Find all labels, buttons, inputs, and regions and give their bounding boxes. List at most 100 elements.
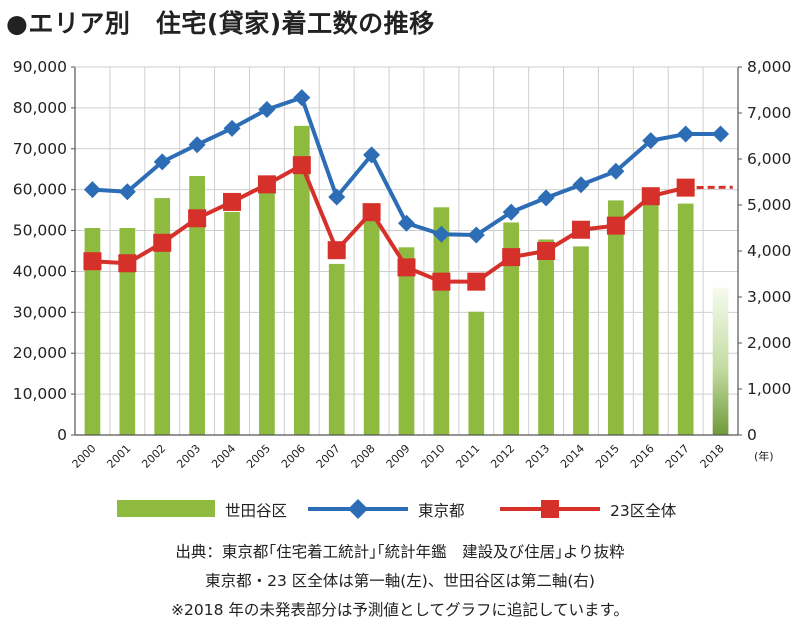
marker-diamond (607, 162, 625, 180)
legend-swatch-line-square (500, 500, 600, 518)
x-tick-label: 2011 (453, 442, 482, 471)
left-tick-label: 40,000 (13, 262, 67, 280)
marker-square (83, 252, 102, 271)
marker-diamond (398, 214, 415, 232)
bar-setagaya (538, 239, 554, 435)
marker-diamond (153, 153, 171, 171)
marker-diamond (363, 146, 381, 164)
legend-item-23ku: 23区全体 (500, 494, 700, 524)
marker-diamond (188, 136, 206, 154)
bar-setagaya (503, 222, 520, 435)
marker-square (641, 187, 660, 206)
left-tick-label: 10,000 (13, 385, 67, 403)
x-tick-label: 2009 (384, 442, 413, 471)
chart-title: ●エリア別 住宅(貸家)着工数の推移 (6, 9, 435, 38)
left-tick-label: 90,000 (13, 58, 67, 76)
marker-diamond (467, 226, 485, 244)
marker-diamond (502, 203, 520, 221)
right-tick-label: 0 (747, 426, 757, 444)
note-source: 出典：東京都｢住宅着工統計｣｢統計年鑑 建設及び住居｣より抜粋 (175, 543, 625, 561)
marker-diamond (537, 189, 555, 207)
marker-square (467, 272, 486, 291)
bar-setagaya (433, 207, 450, 435)
left-tick-label: 80,000 (13, 99, 67, 117)
x-tick-label: 2016 (628, 442, 657, 471)
marker-square (118, 254, 137, 273)
left-tick-label: 20,000 (13, 344, 67, 362)
marker-diamond (83, 181, 101, 199)
bar-setagaya (328, 263, 345, 435)
bar-setagaya (119, 228, 136, 435)
marker-square (676, 178, 695, 197)
x-unit-label: (年) (754, 449, 774, 463)
marker-diamond (328, 188, 346, 206)
note-forecast: ※2018 年の未発表部分は予測値としてグラフに追記しています。 (171, 601, 629, 619)
marker-diamond (258, 101, 276, 119)
left-tick-label: 30,000 (13, 303, 67, 321)
legend-label-23ku: 23区全体 (610, 502, 677, 520)
x-tick-label: 2007 (314, 442, 343, 471)
bar-setagaya (468, 311, 485, 435)
left-tick-label: 0 (57, 426, 67, 444)
marker-diamond (118, 183, 136, 201)
x-tick-label: 2003 (174, 442, 203, 471)
legend-label-setagaya: 世田谷区 (225, 502, 288, 520)
bar-setagaya (573, 246, 589, 435)
bar-setagaya (189, 176, 205, 435)
marker-diamond (223, 119, 241, 137)
right-tick-label: 2,000 (747, 334, 791, 352)
marker-square (362, 203, 381, 222)
marker-square (327, 241, 346, 260)
marker-square (257, 175, 276, 194)
x-tick-label: 2015 (593, 442, 622, 471)
marker-square (397, 258, 416, 277)
left-tick-label: 50,000 (13, 222, 67, 240)
bar-setagaya (154, 198, 171, 435)
bar-setagaya (293, 125, 310, 435)
lines (83, 89, 733, 291)
marker-diamond (572, 176, 590, 194)
x-tick-label: 2000 (70, 442, 99, 471)
marker-diamond (642, 132, 660, 150)
x-tick-label: 2013 (523, 442, 552, 471)
x-tick-label: 2002 (139, 442, 168, 471)
marker-square (502, 248, 521, 267)
right-tick-label: 8,000 (747, 58, 791, 76)
left-tick-label: 60,000 (13, 181, 67, 199)
marker-diamond (432, 225, 450, 243)
bar-setagaya (642, 198, 659, 435)
x-tick-label: 2014 (558, 442, 587, 471)
legend-swatch-line-diamond (308, 499, 408, 519)
x-tick-label: 2017 (663, 442, 692, 471)
notes: 出典：東京都｢住宅着工統計｣｢統計年鑑 建設及び住居｣より抜粋 東京都・23 区… (0, 538, 800, 625)
marker-square (153, 233, 172, 252)
marker-square (606, 216, 625, 235)
bar-setagaya (398, 247, 415, 435)
bar-setagaya (363, 216, 380, 435)
marker-square (292, 156, 311, 175)
x-tick-label: 2001 (104, 442, 133, 471)
marker-square (537, 242, 556, 260)
bar-setagaya-forecast (712, 287, 729, 435)
legend-swatch-bar (117, 500, 215, 517)
legend-item-setagaya: 世田谷区 (117, 494, 307, 524)
right-tick-label: 3,000 (747, 288, 791, 306)
x-tick-label: 2018 (698, 442, 727, 471)
bar-setagaya (84, 228, 101, 435)
chart-area: 0 10,000 20,000 30,000 40,000 50,000 60,000 70,… (13, 58, 792, 471)
note-axes: 東京都・23 区全体は第一軸(左)、世田谷区は第二軸(右) (205, 572, 595, 590)
x-tick-label: 2012 (488, 442, 517, 471)
x-tick-label: 2010 (419, 442, 448, 471)
legend-item-tokyo: 東京都 (308, 494, 498, 524)
x-tick-label: 2004 (209, 442, 238, 471)
marker-square (188, 209, 207, 228)
marker-diamond (712, 125, 730, 143)
marker-diamond (293, 89, 311, 107)
marker-diamond (677, 125, 695, 143)
bar-setagaya (259, 184, 275, 435)
x-tick-label: 2008 (349, 442, 378, 471)
right-tick-label: 7,000 (747, 104, 791, 122)
x-tick-label: 2005 (244, 442, 273, 471)
marker-square (571, 220, 590, 239)
x-tick-label: 2006 (279, 442, 308, 471)
